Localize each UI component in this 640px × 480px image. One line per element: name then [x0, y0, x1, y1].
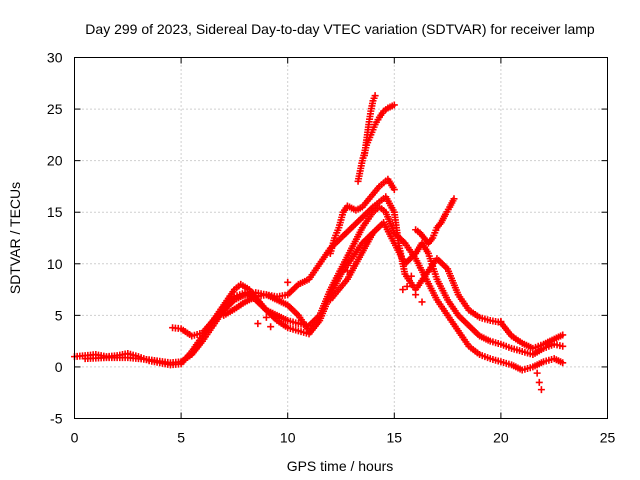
x-tick-label: 20 [493, 430, 509, 446]
data-point-marker [537, 386, 545, 394]
data-point-marker [262, 313, 270, 321]
series-track-9 [220, 291, 313, 335]
data-point-marker [369, 229, 377, 237]
y-tick-label: 0 [55, 359, 63, 375]
x-tick-label: 25 [600, 430, 616, 446]
x-tick-label: 15 [387, 430, 403, 446]
series-track-4 [354, 101, 398, 185]
data-point-marker [533, 369, 541, 377]
data-point-marker [497, 318, 505, 326]
data-point-marker [305, 327, 313, 335]
data-point-marker [412, 291, 420, 299]
y-tick-label: 30 [47, 50, 63, 66]
data-point-marker [343, 267, 351, 275]
x-tick-label: 10 [280, 430, 296, 446]
data-point-marker [559, 359, 567, 367]
series-track-5 [360, 92, 379, 159]
series-scatter-extra [254, 262, 545, 394]
y-axis-label: SDTVAR / TECUs [7, 182, 23, 294]
y-tick-label: 10 [47, 256, 63, 272]
x-axis-label: GPS time / hours [287, 458, 394, 474]
y-tick-label: 15 [47, 204, 63, 220]
series-track-8 [412, 195, 458, 247]
x-tick-label: 5 [177, 430, 185, 446]
y-tick-label: -5 [50, 411, 63, 427]
data-point-marker [390, 101, 398, 109]
data-point-marker [418, 298, 426, 306]
series-track-7 [326, 175, 398, 257]
data-point-marker [284, 278, 292, 286]
series-track-2 [81, 219, 567, 367]
data-point-marker [390, 186, 398, 194]
y-tick-labels: -5 0 5 10 15 20 25 30 [47, 50, 63, 427]
data-point-marker [350, 262, 358, 270]
chart-title: Day 299 of 2023, Sidereal Day-to-day VTE… [85, 21, 595, 37]
data-point-marker [403, 282, 411, 290]
axis-ticks [74, 57, 608, 419]
x-tick-label: 0 [71, 430, 79, 446]
y-tick-label: 25 [47, 101, 63, 117]
data-markers [71, 92, 567, 394]
series-track-1 [71, 203, 567, 374]
y-tick-label: 20 [47, 153, 63, 169]
data-point-marker [559, 331, 567, 339]
data-point-marker [371, 92, 379, 100]
plot-frame [74, 57, 608, 419]
data-point-marker [254, 320, 262, 328]
x-tick-labels: 0 5 10 15 20 25 [71, 430, 616, 446]
data-point-marker [559, 342, 567, 350]
data-point-marker [450, 195, 458, 203]
data-point-marker [535, 378, 543, 386]
data-point-marker [399, 286, 407, 294]
y-tick-label: 5 [55, 307, 63, 323]
data-point-marker [267, 323, 275, 331]
data-point-marker [407, 272, 415, 280]
